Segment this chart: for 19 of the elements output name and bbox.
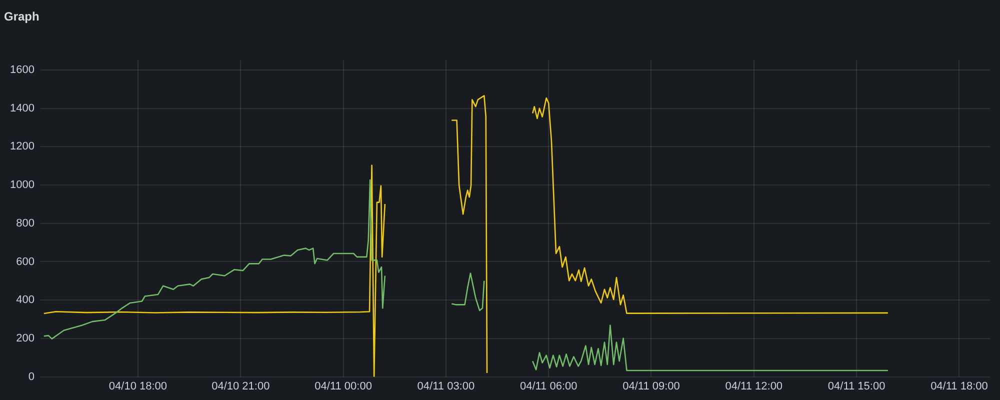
y-tick-label: 1000: [10, 179, 34, 192]
x-tick-label: 04/11 03:00: [417, 380, 475, 392]
x-tick-label: 04/11 00:00: [314, 380, 372, 392]
x-tick-label: 04/11 18:00: [930, 380, 988, 392]
y-tick-label: 600: [16, 256, 34, 268]
y-tick-label: 0: [28, 370, 34, 383]
y-tick-label: 400: [16, 294, 34, 306]
x-tick-label: 04/10 18:00: [108, 380, 168, 392]
y-tick-label: 1200: [10, 140, 34, 153]
x-tick-label: 04/11 06:00: [520, 380, 578, 392]
x-tick-label: 04/11 12:00: [725, 380, 783, 392]
x-tick-label: 04/11 09:00: [622, 380, 680, 392]
y-tick-label: 1600: [10, 64, 34, 76]
y-tick-label: 200: [16, 332, 34, 344]
y-tick-label: 800: [16, 217, 34, 230]
x-tick-label: 04/11 15:00: [828, 380, 886, 392]
x-tick-label: 04/10 21:00: [212, 380, 270, 392]
chart-title: Graph: [4, 10, 40, 24]
y-tick-label: 1400: [10, 102, 34, 114]
